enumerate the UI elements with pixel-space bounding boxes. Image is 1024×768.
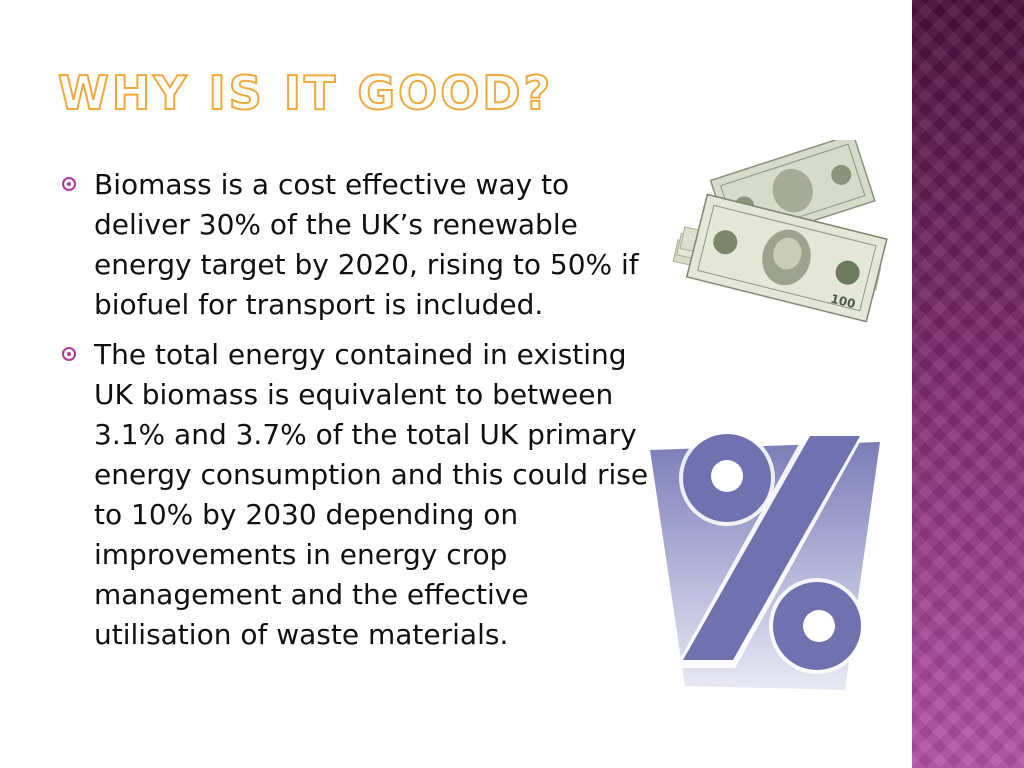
- svg-text:100: 100: [829, 292, 857, 312]
- bullet-item: The total energy contained in existing U…: [62, 335, 662, 655]
- percent-icon: [650, 430, 880, 690]
- bullet-text: Biomass is a cost effective way to deliv…: [94, 168, 639, 321]
- decorative-side-band: [912, 0, 1024, 768]
- bullet-text: The total energy contained in existing U…: [94, 338, 649, 651]
- bullet-item: Biomass is a cost effective way to deliv…: [62, 165, 662, 325]
- bullet-circle-icon: [62, 177, 76, 191]
- dollar-bills-icon: 100: [672, 140, 888, 323]
- bullet-circle-icon: [62, 347, 76, 361]
- slide-title: WHY IS IT GOOD?: [57, 66, 554, 120]
- bullet-list: Biomass is a cost effective way to deliv…: [62, 165, 662, 665]
